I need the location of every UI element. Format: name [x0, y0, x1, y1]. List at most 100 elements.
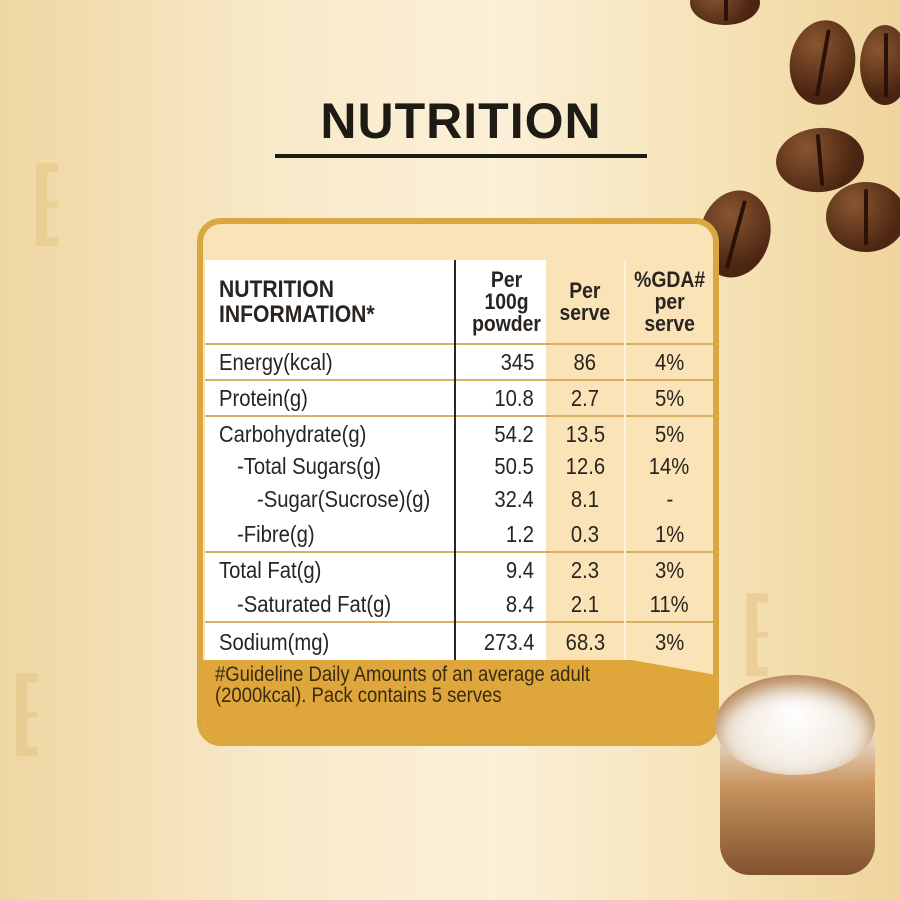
- per-serve-value: 0.3: [570, 520, 599, 547]
- per100g-value-cell: 54.2: [453, 416, 547, 450]
- gda-value: 11%: [649, 590, 689, 617]
- nutrient-label-cell: Sodium(mg): [205, 622, 455, 660]
- per-serve-value-cell: 0.3: [546, 516, 625, 552]
- gda-value: 1%: [654, 520, 684, 547]
- per-serve-value-cell: 86: [546, 344, 625, 380]
- gda-value-cell: 11%: [623, 586, 713, 622]
- gda-value-cell: 5%: [623, 380, 713, 416]
- per100g-value: 8.4: [505, 590, 535, 617]
- per100g-value-cell: 345: [453, 344, 547, 380]
- header-per-serve: Per serve: [559, 277, 611, 325]
- table-row: -Sugar(Sucrose)(g) 32.4 8.1 -: [205, 482, 713, 516]
- per100g-value: 345: [500, 349, 535, 375]
- nutrient-label-cell: -Total Sugars(g): [205, 450, 455, 482]
- gda-value-cell: 3%: [623, 552, 713, 586]
- brand-leaf-icon: ⁅: [30, 153, 66, 253]
- per-serve-value-cell: 2.3: [546, 552, 625, 586]
- table-row: Sodium(mg) 273.4 68.3 3%: [205, 622, 713, 660]
- nutrient-label-cell: -Sugar(Sucrose)(g): [205, 482, 455, 516]
- per100g-value: 54.2: [494, 420, 535, 447]
- nutrient-label: Sodium(mg): [219, 628, 330, 655]
- gda-value-cell: 1%: [623, 516, 713, 552]
- coffee-bean-icon: [826, 182, 900, 252]
- gda-value: 5%: [654, 420, 684, 447]
- coffee-bean-icon: [860, 25, 900, 105]
- per100g-value-cell: 32.4: [453, 482, 547, 516]
- nutrient-label: Total Fat(g): [219, 556, 322, 583]
- per-serve-value: 2.1: [570, 590, 599, 617]
- per100g-value: 1.2: [505, 520, 535, 547]
- table-row: Total Fat(g) 9.4 2.3 3%: [205, 552, 713, 586]
- nutrient-label-cell: Carbohydrate(g): [205, 416, 455, 450]
- header-nutrient: NUTRITION INFORMATION*: [205, 260, 455, 344]
- nutrient-label-cell: Protein(g): [205, 380, 455, 416]
- nutrient-label-cell: -Saturated Fat(g): [205, 586, 455, 622]
- table-row: Carbohydrate(g) 54.2 13.5 5%: [205, 416, 713, 450]
- nutrient-label: Energy(kcal): [219, 349, 333, 375]
- gda-value: 5%: [654, 385, 684, 411]
- nutrient-label: -Fibre(g): [237, 520, 315, 547]
- table-row: Energy(kcal) 345 86 4%: [205, 344, 713, 380]
- gda-value: 4%: [654, 349, 684, 375]
- footnote-line-2: (2000kcal). Pack contains 5 serves: [215, 684, 502, 707]
- per-serve-value: 2.3: [570, 556, 599, 583]
- per-serve-value: 68.3: [565, 628, 605, 655]
- nutrient-label: -Sugar(Sucrose)(g): [257, 486, 431, 512]
- per100g-value: 32.4: [494, 486, 535, 512]
- gda-value: -: [665, 486, 673, 512]
- gda-value: 3%: [654, 556, 684, 583]
- gda-value-cell: 5%: [623, 416, 713, 450]
- per100g-value-cell: 50.5: [453, 450, 547, 482]
- table-row: -Fibre(g) 1.2 0.3 1%: [205, 516, 713, 552]
- title-underline: [275, 154, 647, 158]
- table-row: -Total Sugars(g) 50.5 12.6 14%: [205, 450, 713, 482]
- per-serve-value: 2.7: [570, 385, 599, 411]
- table-header: NUTRITION INFORMATION* Per 100g powder P…: [205, 260, 713, 344]
- per-serve-value-cell: 2.7: [546, 380, 625, 416]
- per100g-value-cell: 10.8: [453, 380, 547, 416]
- per-serve-value: 13.5: [565, 420, 605, 447]
- nutrient-label: Protein(g): [219, 385, 308, 411]
- coffee-bean-icon: [783, 15, 862, 110]
- brand-leaf-icon: ⁅: [10, 663, 46, 763]
- per100g-value-cell: 273.4: [453, 622, 547, 660]
- per-serve-value: 86: [573, 349, 597, 375]
- brand-leaf-icon: ⁅: [740, 583, 776, 683]
- cappuccino-cup-image: [715, 665, 895, 885]
- table-row: Protein(g) 10.8 2.7 5%: [205, 380, 713, 416]
- per-serve-value-cell: 8.1: [546, 482, 625, 516]
- per-serve-value: 12.6: [565, 453, 605, 479]
- per-serve-value: 8.1: [570, 486, 599, 512]
- nutrient-label-cell: Energy(kcal): [205, 344, 455, 380]
- nutrient-label-cell: -Fibre(g): [205, 516, 455, 552]
- nutrient-label: Carbohydrate(g): [219, 420, 367, 447]
- gda-value-cell: -: [623, 482, 713, 516]
- gda-value: 3%: [654, 628, 684, 655]
- table-row: -Saturated Fat(g) 8.4 2.1 11%: [205, 586, 713, 622]
- nutrient-label: -Saturated Fat(g): [237, 590, 392, 617]
- per100g-value-cell: 9.4: [453, 552, 547, 586]
- coffee-bean-icon: [690, 0, 760, 25]
- per100g-value: 273.4: [483, 628, 535, 655]
- header-gda: %GDA# per serve: [623, 260, 713, 344]
- per100g-value-cell: 1.2: [453, 516, 547, 552]
- per100g-value: 9.4: [505, 556, 535, 583]
- nutrient-label-cell: Total Fat(g): [205, 552, 455, 586]
- per-serve-value-cell: 12.6: [546, 450, 625, 482]
- nutrition-panel: NUTRITION INFORMATION* Per 100g powder P…: [197, 218, 719, 746]
- per100g-value: 50.5: [494, 453, 535, 479]
- gda-value-cell: 14%: [623, 450, 713, 482]
- per-serve-value-cell: 2.1: [546, 586, 625, 622]
- nutrient-label: -Total Sugars(g): [237, 453, 381, 479]
- gda-value-cell: 3%: [623, 622, 713, 660]
- header-per100g: Per 100g powder: [453, 260, 547, 344]
- per-serve-value-cell: 13.5: [546, 416, 625, 450]
- footnote-line-1: #Guideline Daily Amounts of an average a…: [215, 663, 590, 686]
- per-serve-value-cell: 68.3: [546, 622, 625, 660]
- gda-value: 14%: [649, 453, 690, 479]
- gda-value-cell: 4%: [623, 344, 713, 380]
- nutrition-table: NUTRITION INFORMATION* Per 100g powder P…: [205, 260, 713, 660]
- footnote-band: #Guideline Daily Amounts of an average a…: [203, 660, 713, 740]
- per100g-value: 10.8: [494, 385, 535, 411]
- page-title: NUTRITION: [320, 93, 602, 149]
